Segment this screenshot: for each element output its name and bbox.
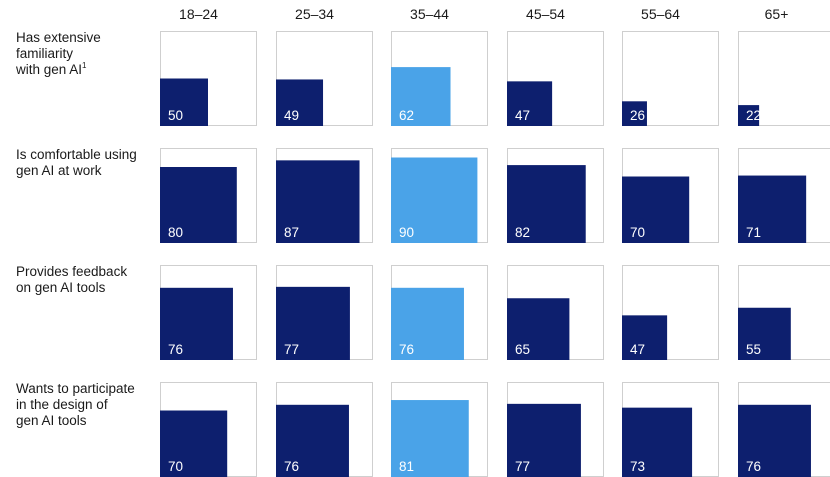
bar: [391, 67, 451, 126]
bar: [738, 404, 811, 477]
bar-cell: 82: [507, 148, 604, 243]
column-header-label: 45–54: [526, 6, 565, 22]
bar: [391, 157, 478, 243]
bar-cell: 55: [738, 265, 830, 360]
data-label: 87: [284, 225, 299, 240]
data-label: 80: [168, 225, 183, 240]
data-label: 76: [399, 342, 414, 357]
bar-cell: 62: [391, 31, 488, 126]
data-label: 47: [515, 108, 530, 123]
bar: [738, 105, 760, 126]
bar: [391, 400, 469, 477]
bar: [622, 315, 668, 360]
bar: [276, 404, 349, 477]
column-header-label: 55–64: [641, 6, 680, 22]
bar-cell: 87: [276, 148, 373, 243]
data-label: 62: [399, 108, 414, 123]
bar: [160, 167, 237, 243]
bar: [738, 175, 807, 243]
bar-cell: 50: [160, 31, 257, 126]
bar-cells: 50 49 62 47 26 22 80 87 90 82 70 71 76 77 76 65 47 55 70 76…: [160, 31, 830, 477]
data-label: 65: [515, 342, 530, 357]
row-label: Wants to participate in the design of gen …: [16, 381, 135, 428]
row-label: Provides feedback on gen AI tools: [16, 264, 127, 295]
row-labels: Has extensive familiarity with gen AI1 Is c…: [15, 30, 137, 428]
bar-cell: 77: [276, 265, 373, 360]
data-label: 77: [284, 342, 299, 357]
data-label: 22: [746, 108, 761, 123]
bar-cell: 70: [622, 148, 719, 243]
column-header-label: 18–24: [179, 6, 218, 22]
bar: [507, 81, 553, 126]
bar: [507, 165, 586, 243]
bar: [160, 287, 233, 360]
bar-cell: 65: [507, 265, 604, 360]
data-label: 76: [746, 459, 761, 474]
bar: [507, 298, 570, 360]
bar-cell: 81: [391, 382, 488, 477]
data-label: 47: [630, 342, 645, 357]
bar-cell: 70: [160, 382, 257, 477]
bar-cell: 26: [622, 31, 719, 126]
bar-cell: 73: [622, 382, 719, 477]
bar-cell: 76: [160, 265, 257, 360]
column-header-label: 65+: [765, 6, 789, 22]
bar-cell: 77: [507, 382, 604, 477]
bar: [507, 403, 581, 477]
data-label: 55: [746, 342, 761, 357]
data-label: 71: [746, 225, 761, 240]
row-label: Has extensive familiarity with gen AI1: [15, 30, 101, 77]
column-header-label: 35–44: [410, 6, 449, 22]
data-label: 70: [168, 459, 183, 474]
bar: [622, 176, 690, 243]
data-label: 26: [630, 108, 645, 123]
bar-cell: 76: [276, 382, 373, 477]
data-label: 81: [399, 459, 414, 474]
bar: [160, 78, 208, 126]
row-label: Is comfortable using gen AI at work: [16, 147, 137, 178]
bar-cell: 71: [738, 148, 830, 243]
column-header-label: 25–34: [295, 6, 334, 22]
data-label: 70: [630, 225, 645, 240]
bar-cell: 47: [622, 265, 719, 360]
bar: [391, 287, 464, 360]
bar: [276, 160, 360, 243]
bar: [160, 410, 228, 477]
bar: [622, 101, 647, 126]
data-label: 76: [284, 459, 299, 474]
data-label: 76: [168, 342, 183, 357]
bar: [276, 79, 324, 126]
bar-cell: 80: [160, 148, 257, 243]
bar-cell: 90: [391, 148, 488, 243]
bar: [276, 286, 350, 360]
bar-cell: 76: [738, 382, 830, 477]
data-label: 50: [168, 108, 183, 123]
data-label: 49: [284, 108, 299, 123]
data-label: 73: [630, 459, 645, 474]
bar-cell: 22: [738, 31, 830, 126]
data-label: 77: [515, 459, 530, 474]
bar-cell: 49: [276, 31, 373, 126]
bar-cell: 47: [507, 31, 604, 126]
bar: [622, 407, 693, 477]
data-label: 90: [399, 225, 414, 240]
data-label: 82: [515, 225, 530, 240]
bar: [738, 307, 791, 360]
bar-cell: 76: [391, 265, 488, 360]
column-headers: 18–24 25–34 35–44 45–54 55–64 65+: [179, 6, 788, 22]
